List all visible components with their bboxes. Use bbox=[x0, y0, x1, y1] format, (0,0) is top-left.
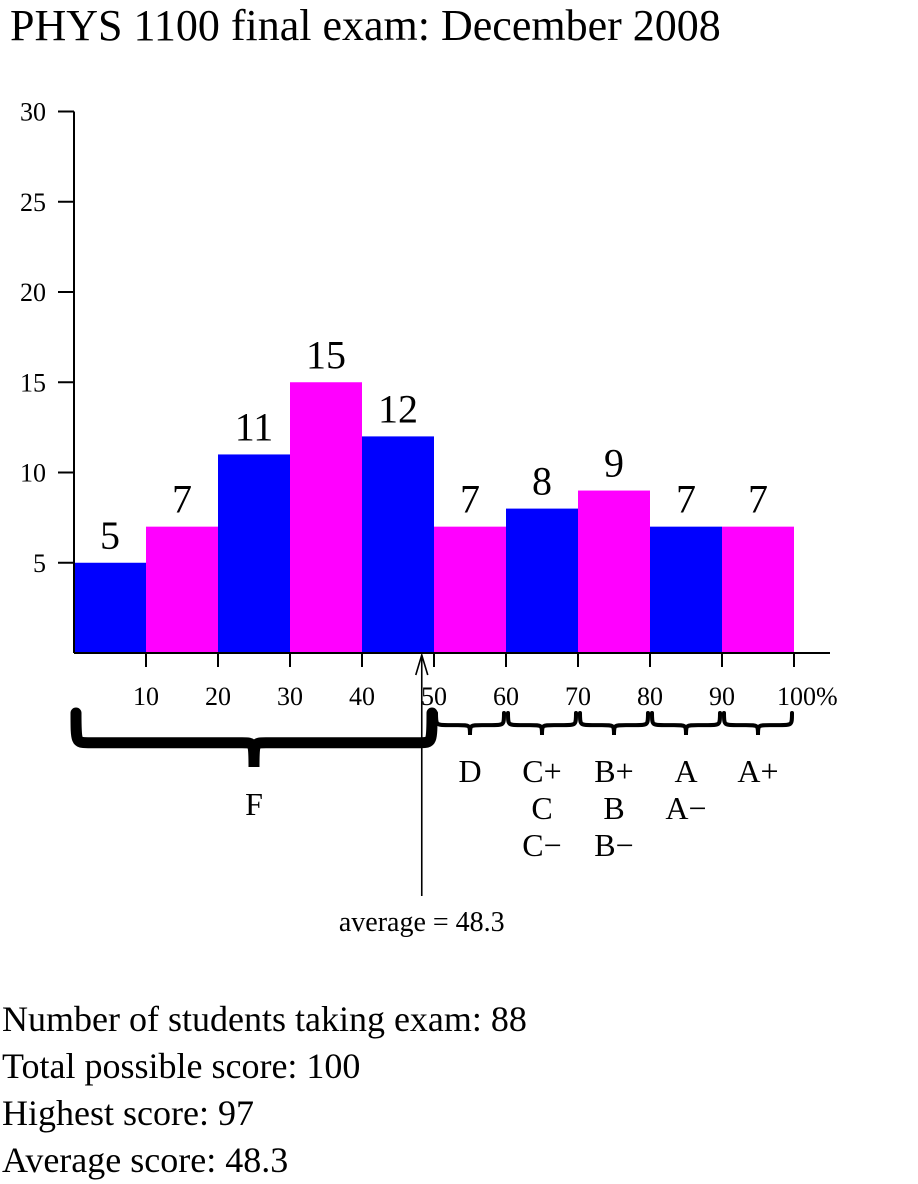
histogram-bar bbox=[218, 454, 290, 653]
grade-label: B+ bbox=[594, 753, 633, 789]
histogram-chart: PHYS 1100 final exam: December 2008 5 7 11… bbox=[10, 1, 838, 938]
histogram-bar bbox=[578, 490, 650, 653]
grade-bracket bbox=[722, 711, 794, 736]
grade-bracket bbox=[506, 711, 578, 736]
grade-label: B bbox=[603, 790, 624, 826]
x-tick-label: 100% bbox=[777, 682, 838, 711]
bar-value-label: 7 bbox=[676, 477, 696, 522]
bar-value-label: 11 bbox=[235, 404, 274, 449]
y-tick-label: 20 bbox=[20, 278, 46, 307]
bar-value-label: 7 bbox=[172, 477, 192, 522]
grade-label: D bbox=[458, 753, 481, 789]
histogram-bar bbox=[650, 526, 722, 653]
bar-value-label: 15 bbox=[306, 332, 346, 377]
grade-label: F bbox=[245, 786, 263, 822]
y-tick-label: 30 bbox=[20, 98, 46, 127]
grade-brackets-layer: F D C+CC− B+BB− AA− A+ bbox=[70, 707, 794, 863]
x-tick-label: 90 bbox=[709, 682, 735, 711]
chart-title: PHYS 1100 final exam: December 2008 bbox=[10, 1, 721, 50]
stat-students: Number of students taking exam: 88 bbox=[2, 999, 527, 1039]
grade-label: A+ bbox=[737, 753, 778, 789]
average-marker-layer: average = 48.3 bbox=[339, 652, 505, 938]
y-tick-label: 25 bbox=[20, 188, 46, 217]
stat-average-score: Average score: 48.3 bbox=[2, 1140, 289, 1180]
average-arrowhead bbox=[414, 652, 429, 676]
stat-highest-score: Highest score: 97 bbox=[2, 1093, 254, 1133]
x-tick-label: 20 bbox=[205, 682, 231, 711]
histogram-bar bbox=[74, 562, 146, 653]
grade-label: C− bbox=[522, 827, 561, 863]
bar-labels-layer: 5 7 11 15 12 7 8 9 7 7 bbox=[100, 332, 768, 558]
histogram-bar bbox=[362, 436, 434, 653]
grade-bracket bbox=[70, 707, 438, 768]
grade-bracket bbox=[650, 711, 722, 736]
grade-bracket bbox=[578, 711, 650, 736]
grade-bracket bbox=[434, 711, 506, 736]
stat-total-score: Total possible score: 100 bbox=[2, 1046, 361, 1086]
bar-value-label: 7 bbox=[460, 477, 480, 522]
grade-label: A bbox=[674, 753, 697, 789]
x-tick-label: 30 bbox=[277, 682, 303, 711]
grade-label: C+ bbox=[522, 753, 561, 789]
histogram-bar bbox=[146, 526, 218, 653]
grade-label: A− bbox=[665, 790, 706, 826]
y-tick-label: 10 bbox=[20, 459, 46, 488]
x-tick-label: 70 bbox=[565, 682, 591, 711]
grade-label: B− bbox=[594, 827, 633, 863]
bars-layer bbox=[74, 382, 794, 653]
bar-value-label: 8 bbox=[532, 459, 552, 504]
y-tick-label: 15 bbox=[20, 368, 46, 397]
bar-value-label: 5 bbox=[100, 513, 120, 558]
bar-value-label: 7 bbox=[748, 477, 768, 522]
histogram-bar bbox=[290, 382, 362, 653]
exam-stats: Number of students taking exam: 88 Total… bbox=[2, 996, 527, 1184]
axes-layer: 5 10 15 20 25 30 10 20 30 40 50 60 70 80 90 100% bbox=[20, 98, 838, 712]
histogram-bar bbox=[722, 526, 794, 653]
x-tick-label: 10 bbox=[133, 682, 159, 711]
histogram-bar bbox=[434, 526, 506, 653]
bar-value-label: 9 bbox=[604, 441, 624, 486]
grade-label: C bbox=[531, 790, 552, 826]
histogram-bar bbox=[506, 508, 578, 653]
x-tick-label: 40 bbox=[349, 682, 375, 711]
x-tick-label: 50 bbox=[421, 682, 447, 711]
bar-value-label: 12 bbox=[378, 386, 418, 431]
y-tick-label: 5 bbox=[33, 549, 46, 578]
x-tick-label: 80 bbox=[637, 682, 663, 711]
x-tick-label: 60 bbox=[493, 682, 519, 711]
average-label: average = 48.3 bbox=[339, 907, 505, 938]
